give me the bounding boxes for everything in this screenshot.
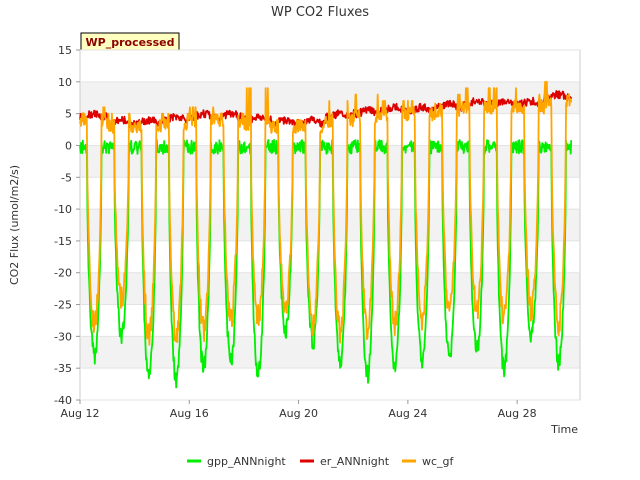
chart-title: WP CO2 Fluxes: [271, 5, 369, 20]
legend-label: wc_gf: [422, 455, 455, 468]
y-tick-label: -10: [54, 203, 72, 216]
legend-label: er_ANNnight: [320, 455, 390, 468]
band: [80, 336, 580, 369]
y-tick-label: -30: [54, 330, 72, 343]
legend-label: gpp_ANNnight: [207, 455, 286, 468]
y-tick-label: -20: [54, 267, 72, 280]
band: [80, 368, 580, 400]
wc-gf-line: [79, 80, 573, 346]
x-tick-label: Aug 28: [498, 407, 537, 420]
x-tick-label: Aug 20: [279, 407, 318, 420]
y-tick-label: -25: [54, 299, 72, 312]
band: [80, 272, 580, 305]
badge-label: WP_processed: [86, 36, 175, 49]
x-axis-label: Time: [550, 423, 578, 436]
y-tick-label: 0: [65, 139, 72, 152]
x-tick-label: Aug 16: [170, 407, 209, 420]
band: [80, 240, 580, 273]
gpp-annnight-line: [79, 139, 573, 389]
y-tick-label: 5: [65, 108, 72, 121]
y-tick-label: -35: [54, 362, 72, 375]
x-tick-label: Aug 24: [388, 407, 427, 420]
y-tick-label: -15: [54, 235, 72, 248]
legend: gpp_ANNnight er_ANNnight wc_gf: [187, 455, 455, 468]
x-axis: Aug 12 Aug 16 Aug 20 Aug 24 Aug 28: [61, 400, 537, 420]
y-tick-label: 10: [58, 76, 72, 89]
y-tick-label: -5: [61, 171, 72, 184]
series-layer: [79, 80, 573, 389]
x-tick-label: Aug 12: [61, 407, 100, 420]
y-axis-label: CO2 Flux (umol/m2/s): [8, 165, 21, 285]
band: [80, 304, 580, 337]
y-tick-label: 15: [58, 44, 72, 57]
badge: WP_processed: [80, 32, 180, 51]
band: [80, 50, 580, 82]
y-tick-label: -40: [54, 394, 72, 407]
